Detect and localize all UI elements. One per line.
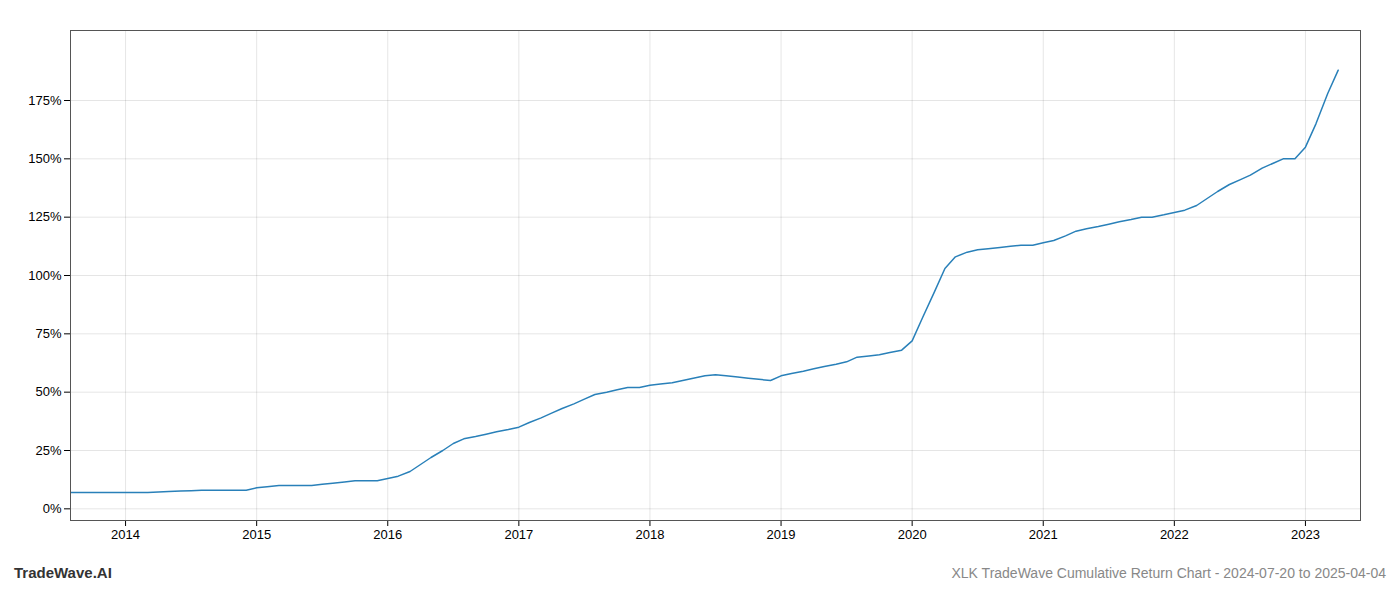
svg-text:0%: 0%	[43, 501, 62, 516]
svg-text:75%: 75%	[35, 326, 61, 341]
html-text:TradeWave.AI: TradeWave.AI	[14, 564, 112, 581]
html-text:XLK TradeWave Cumulative Retur: XLK TradeWave Cumulative Return Chart - …	[951, 565, 1386, 581]
svg-text:2017: 2017	[504, 527, 533, 542]
svg-text:150%: 150%	[28, 151, 62, 166]
svg-text:2016: 2016	[373, 527, 402, 542]
svg-text:2020: 2020	[898, 527, 927, 542]
svg-text:25%: 25%	[35, 443, 61, 458]
svg-text:2018: 2018	[635, 527, 664, 542]
svg-text:2014: 2014	[111, 527, 140, 542]
svg-text:175%: 175%	[28, 93, 62, 108]
svg-text:2023: 2023	[1291, 527, 1320, 542]
svg-text:2019: 2019	[767, 527, 796, 542]
svg-text:2021: 2021	[1029, 527, 1058, 542]
svg-text:100%: 100%	[28, 268, 62, 283]
svg-text:2015: 2015	[242, 527, 271, 542]
svg-text:125%: 125%	[28, 209, 62, 224]
svg-text:2022: 2022	[1160, 527, 1189, 542]
svg-text:50%: 50%	[35, 384, 61, 399]
